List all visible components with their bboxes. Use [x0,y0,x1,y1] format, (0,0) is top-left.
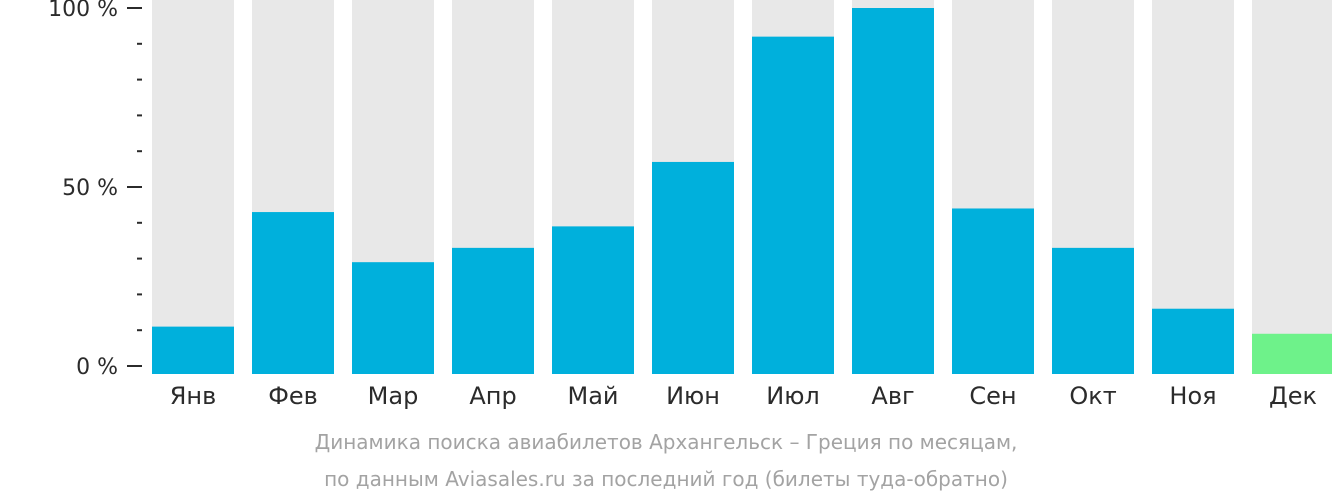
bar [952,208,1034,374]
x-tick-label: Янв [170,382,217,410]
bar [1152,308,1234,374]
x-tick-label: Авг [871,382,914,410]
bar [652,161,734,374]
x-tick-label: Апр [469,382,516,410]
bar [1052,247,1134,374]
bar [1252,333,1332,374]
y-tick-label: 50 % [62,176,118,201]
bar [752,36,834,374]
x-tick-label: Мар [368,382,419,410]
x-axis-labels: Янв Фев Мар Апр Май Июн Июл Авг Сен Окт Ноя Дек [170,382,1317,410]
x-tick-label: Май [567,382,618,410]
bar [852,8,934,374]
y-tick-label: 100 % [48,0,118,22]
bars [152,8,1332,374]
bar [352,262,434,374]
bar [552,226,634,374]
bar-track [152,0,234,374]
x-tick-label: Июн [666,382,720,410]
x-tick-label: Июл [766,382,820,410]
bar [252,212,334,374]
chart-caption-line-2: по данным Aviasales.ru за последний год … [324,467,1008,491]
x-tick-label: Окт [1069,382,1116,410]
x-tick-label: Сен [969,382,1016,410]
y-axis: 100 % 50 % 0 % [48,0,142,380]
x-tick-label: Фев [268,382,318,410]
bar-chart: 100 % 50 % 0 % Янв Фев Мар Апр Май Июн Июл Авг Сен… [48,0,1332,410]
y-tick-label: 0 % [76,355,118,380]
chart-caption-line-1: Динамика поиска авиабилетов Архангельск … [314,430,1018,454]
x-tick-label: Дек [1269,382,1317,410]
x-tick-label: Ноя [1169,382,1216,410]
bar [152,326,234,374]
bar [452,247,534,374]
bar-track [1252,0,1332,374]
